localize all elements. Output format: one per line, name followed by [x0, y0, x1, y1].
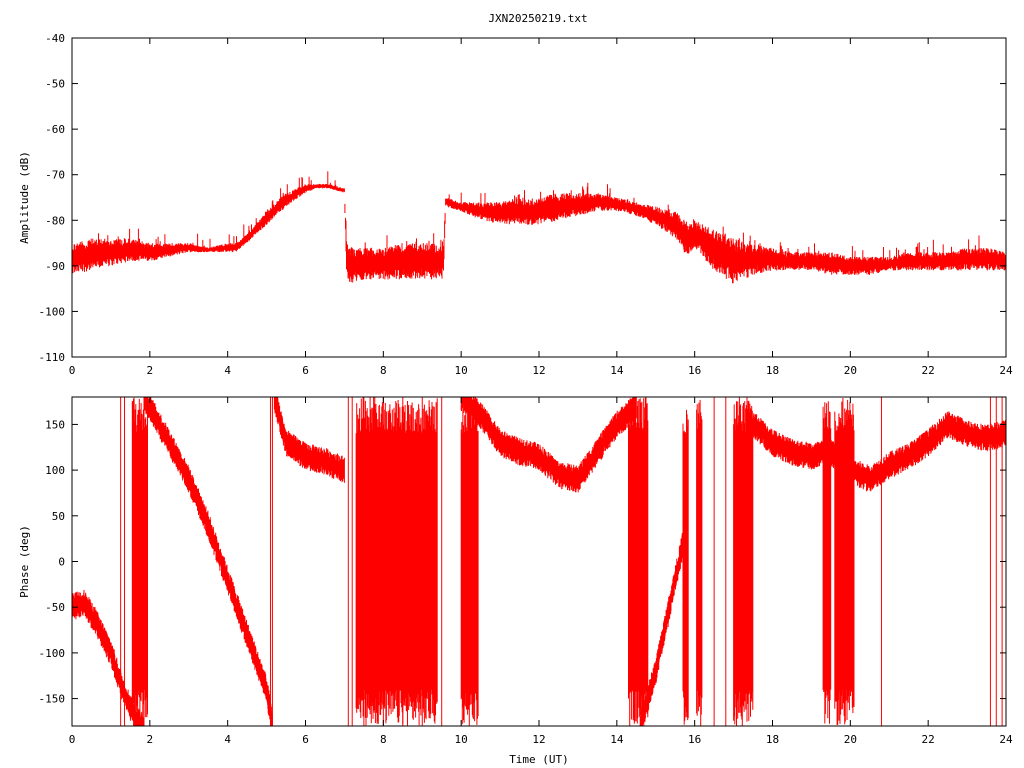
x-tick-label: 12 [532, 733, 545, 746]
x-tick-label: 24 [999, 733, 1013, 746]
x-axis-label: Time (UT) [509, 753, 569, 766]
x-tick-label: 14 [610, 733, 624, 746]
y-axis-label: Phase (deg) [18, 525, 31, 598]
x-tick-label: 4 [224, 733, 231, 746]
plot-frame [71, 396, 1007, 727]
phase-wrap-band [822, 401, 832, 724]
phase-trace [460, 397, 637, 493]
phase-trace [752, 411, 1006, 492]
data-layer [72, 397, 1006, 726]
y-tick-label: 150 [45, 418, 65, 431]
phase-wrap-band [355, 397, 438, 726]
y-tick-label: -60 [45, 123, 65, 136]
y-tick-label: -100 [39, 647, 66, 660]
phase-wrap-band [628, 397, 649, 726]
x-tick-label: 8 [380, 733, 387, 746]
x-tick-label: 22 [922, 733, 935, 746]
phase-wrap-band [131, 397, 148, 725]
x-tick-label: 10 [455, 733, 468, 746]
y-tick-label: -100 [39, 305, 66, 318]
x-tick-label: 2 [147, 733, 154, 746]
x-tick-label: 22 [922, 364, 935, 377]
y-tick-label: 0 [58, 556, 65, 569]
plot-frame [71, 37, 1007, 358]
y-tick-label: -90 [45, 260, 65, 273]
phase-wrap-band [834, 398, 855, 726]
phase-trace [72, 589, 145, 726]
y-tick-label: -110 [39, 351, 66, 364]
y-axis-label: Amplitude (dB) [18, 151, 31, 244]
phase-trace [639, 513, 688, 726]
phase-wrap-band [460, 397, 479, 726]
x-tick-label: 6 [302, 364, 309, 377]
x-tick-label: 20 [844, 364, 857, 377]
data-layer [72, 171, 1006, 284]
phase-panel: 0 2 4 6 8 10 12 14 16 18 20 22 24-150-100-5005010015… [18, 396, 1013, 766]
y-tick-label: -150 [39, 693, 66, 706]
x-tick-label: 16 [688, 733, 701, 746]
y-tick-label: 50 [52, 510, 65, 523]
x-tick-label: 10 [455, 364, 468, 377]
x-tick-label: 6 [302, 733, 309, 746]
amplitude-trace [72, 171, 1006, 284]
phase-trace [143, 397, 273, 726]
y-tick-label: -50 [45, 601, 65, 614]
x-tick-label: 14 [610, 364, 624, 377]
x-tick-label: 12 [532, 364, 545, 377]
x-tick-label: 18 [766, 733, 779, 746]
x-tick-label: 0 [69, 733, 76, 746]
x-tick-label: 16 [688, 364, 701, 377]
phase-wrap-band [682, 409, 689, 725]
y-tick-label: -40 [45, 32, 65, 45]
x-tick-label: 4 [224, 364, 231, 377]
x-tick-label: 0 [69, 364, 76, 377]
x-tick-label: 2 [147, 364, 154, 377]
amplitude-panel: 0 2 4 6 8 10 12 14 16 18 20 22 24-110-100-90-80-70-6… [18, 32, 1013, 377]
y-tick-label: 100 [45, 464, 65, 477]
chart-title: JXN20250219.txt [488, 12, 587, 25]
x-tick-label: 24 [999, 364, 1013, 377]
y-tick-label: -70 [45, 169, 65, 182]
phase-wrap-band [696, 399, 703, 726]
phase-wrap-band [733, 397, 754, 726]
phase-trace [273, 397, 345, 483]
x-tick-label: 18 [766, 364, 779, 377]
y-tick-label: -50 [45, 78, 65, 91]
x-tick-label: 20 [844, 733, 857, 746]
x-tick-label: 8 [380, 364, 387, 377]
y-tick-label: -80 [45, 214, 65, 227]
